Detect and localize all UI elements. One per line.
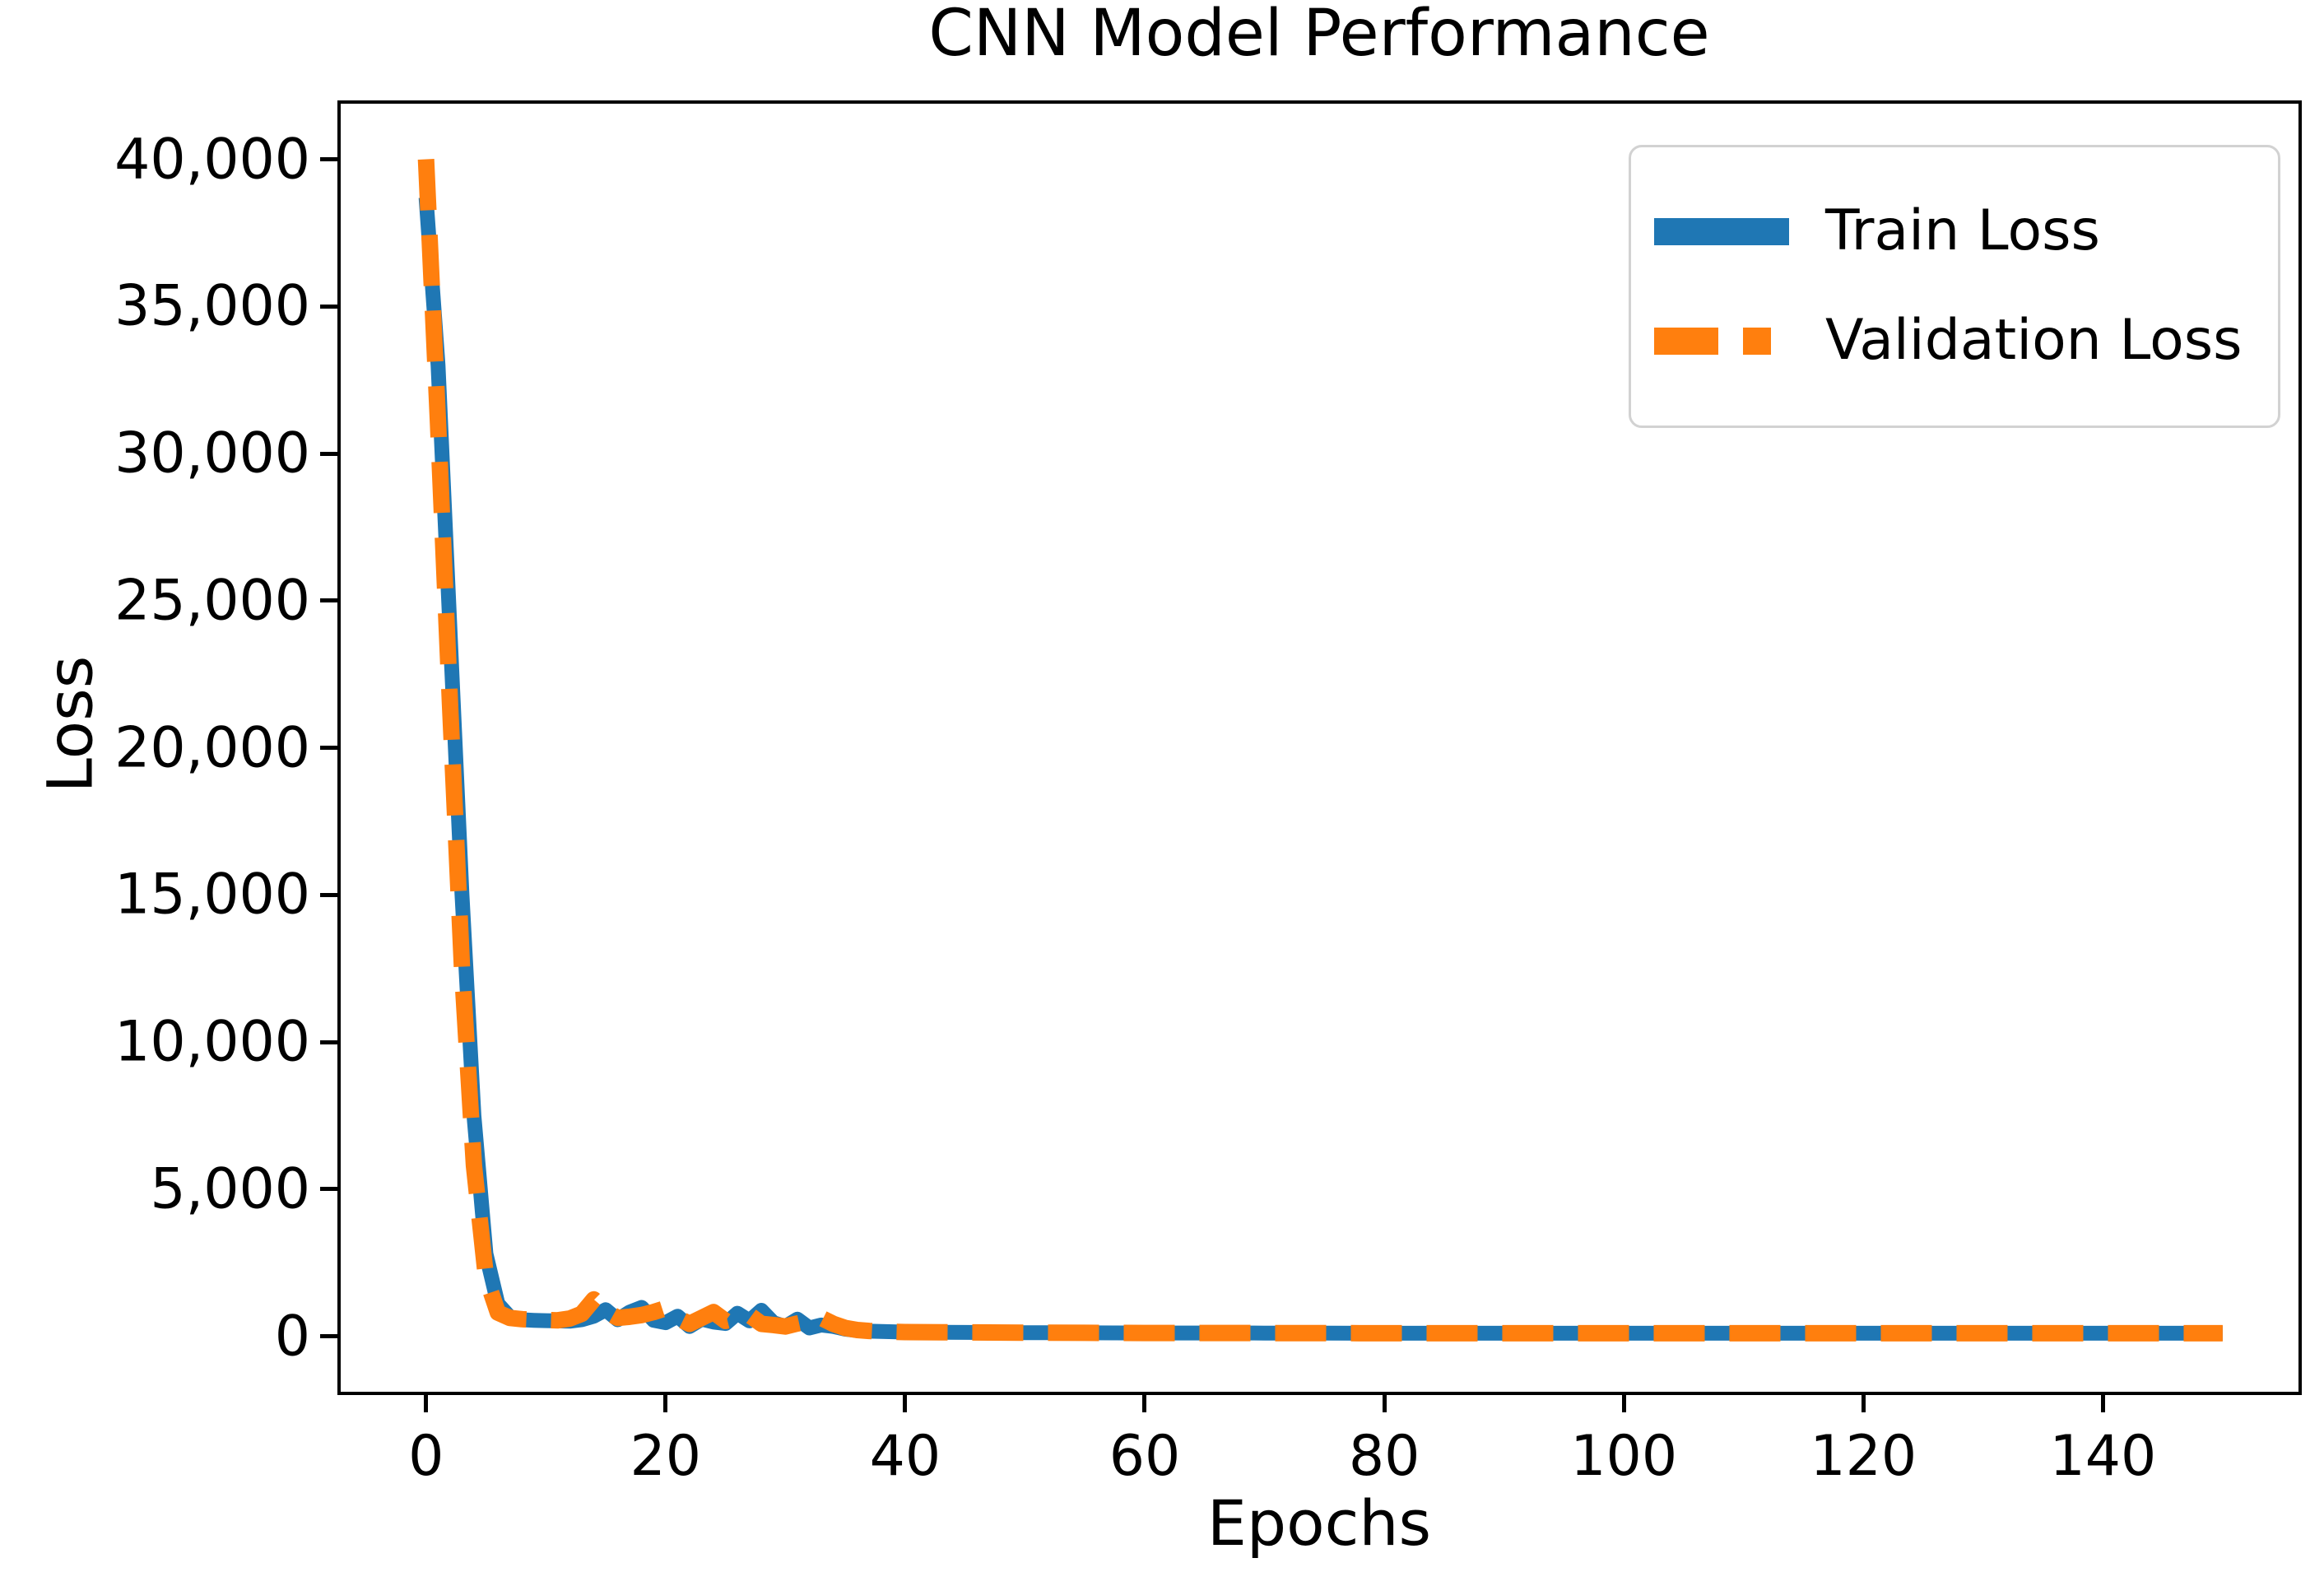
series-line-validation-loss bbox=[417, 159, 2223, 1342]
legend: Train Loss Validation Loss bbox=[1629, 145, 2280, 428]
x-tick-mark bbox=[1142, 1395, 1147, 1412]
y-tick-mark bbox=[320, 1334, 337, 1338]
x-tick-label: 120 bbox=[1810, 1424, 1917, 1489]
x-tick-label: 80 bbox=[1348, 1424, 1420, 1489]
y-tick-label: 0 bbox=[274, 1304, 310, 1369]
y-tick-label: 25,000 bbox=[114, 568, 310, 634]
x-tick-mark bbox=[424, 1395, 429, 1412]
y-tick-label: 35,000 bbox=[114, 273, 310, 339]
y-tick-label: 20,000 bbox=[114, 715, 310, 780]
x-tick-mark bbox=[663, 1395, 668, 1412]
y-tick-mark bbox=[320, 892, 337, 897]
legend-label-validation-loss: Validation Loss bbox=[1825, 308, 2243, 374]
x-tick-mark bbox=[1621, 1395, 1626, 1412]
x-tick-label: 40 bbox=[869, 1424, 941, 1489]
x-axis-label: Epochs bbox=[1206, 1486, 1432, 1560]
x-tick-label: 140 bbox=[2049, 1424, 2157, 1489]
y-tick-label: 15,000 bbox=[114, 862, 310, 928]
y-tick-label: 10,000 bbox=[114, 1009, 310, 1075]
y-tick-mark bbox=[320, 157, 337, 161]
y-tick-mark bbox=[320, 451, 337, 456]
legend-entry-validation-loss: Validation Loss bbox=[1654, 310, 2261, 372]
dash-segment bbox=[1743, 328, 1771, 356]
x-tick-label: 0 bbox=[408, 1424, 444, 1489]
y-tick-mark bbox=[320, 1187, 337, 1192]
y-tick-mark bbox=[320, 1039, 337, 1044]
x-tick-mark bbox=[903, 1395, 908, 1412]
y-tick-label: 40,000 bbox=[114, 127, 310, 192]
dash-segment bbox=[1654, 328, 1718, 356]
legend-entry-train-loss: Train Loss bbox=[1654, 198, 2261, 263]
y-tick-label: 30,000 bbox=[114, 421, 310, 486]
legend-label-train-loss: Train Loss bbox=[1825, 198, 2100, 263]
y-tick-mark bbox=[320, 746, 337, 750]
x-tick-mark bbox=[1382, 1395, 1387, 1412]
y-tick-mark bbox=[320, 304, 337, 309]
y-tick-mark bbox=[320, 598, 337, 603]
x-tick-label: 60 bbox=[1109, 1424, 1181, 1489]
y-tick-label: 5,000 bbox=[150, 1156, 310, 1222]
train-loss-line-swatch bbox=[1654, 217, 1789, 245]
x-tick-label: 20 bbox=[630, 1424, 702, 1489]
x-tick-label: 100 bbox=[1570, 1424, 1678, 1489]
x-tick-mark bbox=[2100, 1395, 2105, 1412]
chart-title: CNN Model Performance bbox=[928, 0, 1710, 71]
validation-loss-line-swatch bbox=[1654, 328, 1789, 356]
x-tick-mark bbox=[1861, 1395, 1866, 1412]
plot-canvas bbox=[417, 159, 2223, 1342]
